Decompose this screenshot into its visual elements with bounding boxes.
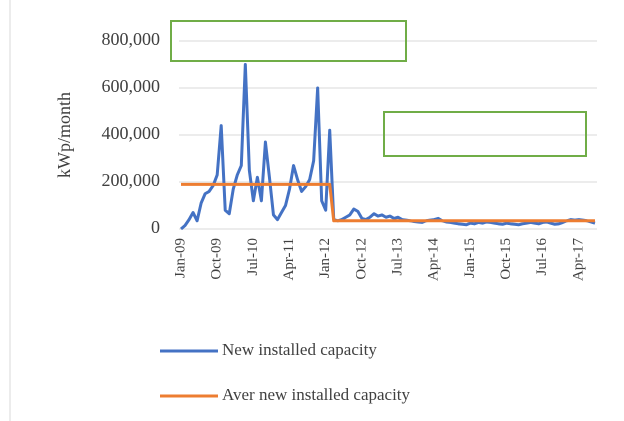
x-tick-label: Jan-09 (172, 238, 188, 278)
x-tick-label: Oct-12 (353, 238, 369, 280)
legend-label: New installed capacity (222, 340, 377, 359)
x-tick-label: Jan-12 (317, 238, 333, 278)
y-axis-label: kWp/month (54, 92, 74, 178)
legend-label: Aver new installed capacity (222, 385, 411, 404)
y-tick-label: 600,000 (102, 76, 161, 96)
x-tick-label: Jul-16 (534, 238, 550, 276)
x-tick-label: Jan-15 (462, 238, 478, 278)
annotation-box (170, 20, 407, 62)
x-tick-label: Apr-17 (570, 238, 586, 282)
y-tick-label: 200,000 (102, 170, 161, 190)
y-tick-label: 800,000 (102, 29, 161, 49)
y-tick-label: 400,000 (102, 123, 161, 143)
y-tick-label: 0 (151, 217, 160, 237)
x-tick-label: Jul-10 (245, 238, 261, 276)
x-tick-label: Oct-15 (498, 238, 514, 280)
series-line (181, 182, 595, 223)
x-tick-label: Apr-11 (281, 238, 297, 280)
x-tick-label: Apr-14 (426, 238, 442, 282)
x-tick-label: Oct-09 (209, 238, 225, 280)
x-tick-label: Jul-13 (389, 238, 405, 276)
annotation-box (383, 111, 587, 157)
series-line (180, 63, 596, 231)
